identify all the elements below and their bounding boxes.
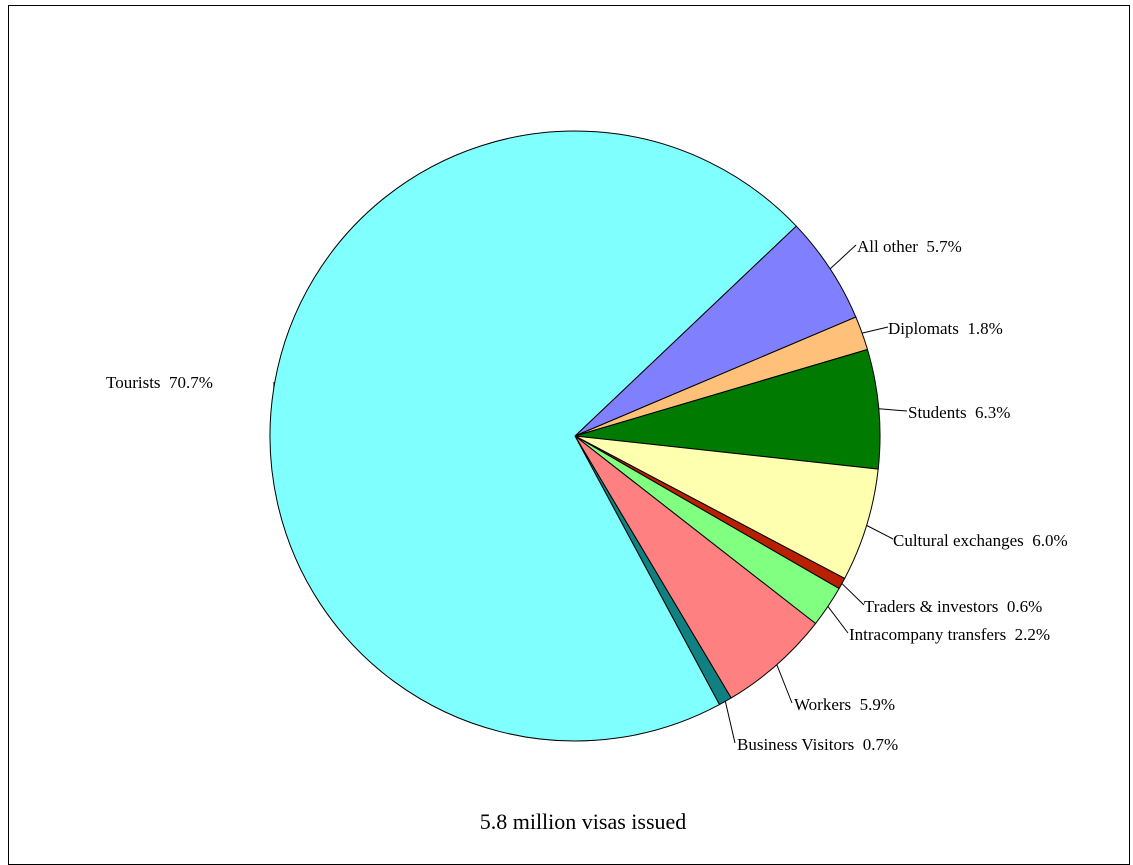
- slice-label: Tourists 70.7%: [106, 373, 213, 392]
- leader-line: [777, 665, 792, 703]
- leader-line: [830, 245, 856, 269]
- chart-caption: 5.8 million visas issued: [480, 809, 687, 834]
- slice-label: Diplomats 1.8%: [888, 319, 1003, 338]
- slice-label: Intracompany transfers 2.2%: [849, 625, 1050, 644]
- leader-line: [842, 584, 864, 605]
- slice-label: Students 6.3%: [908, 403, 1010, 422]
- slice-label: Cultural exchanges 6.0%: [893, 531, 1068, 550]
- slice-label: Business Visitors 0.7%: [737, 735, 898, 754]
- slice-label: Workers 5.9%: [794, 695, 895, 714]
- leader-line: [879, 409, 907, 411]
- pie-slices: [270, 131, 880, 741]
- slice-label: Traders & investors 0.6%: [864, 597, 1042, 616]
- leader-line: [725, 701, 735, 743]
- slice-label: All other 5.7%: [857, 237, 962, 256]
- leader-line: [828, 606, 848, 633]
- leader-line: [867, 525, 893, 539]
- leader-line: [862, 327, 888, 333]
